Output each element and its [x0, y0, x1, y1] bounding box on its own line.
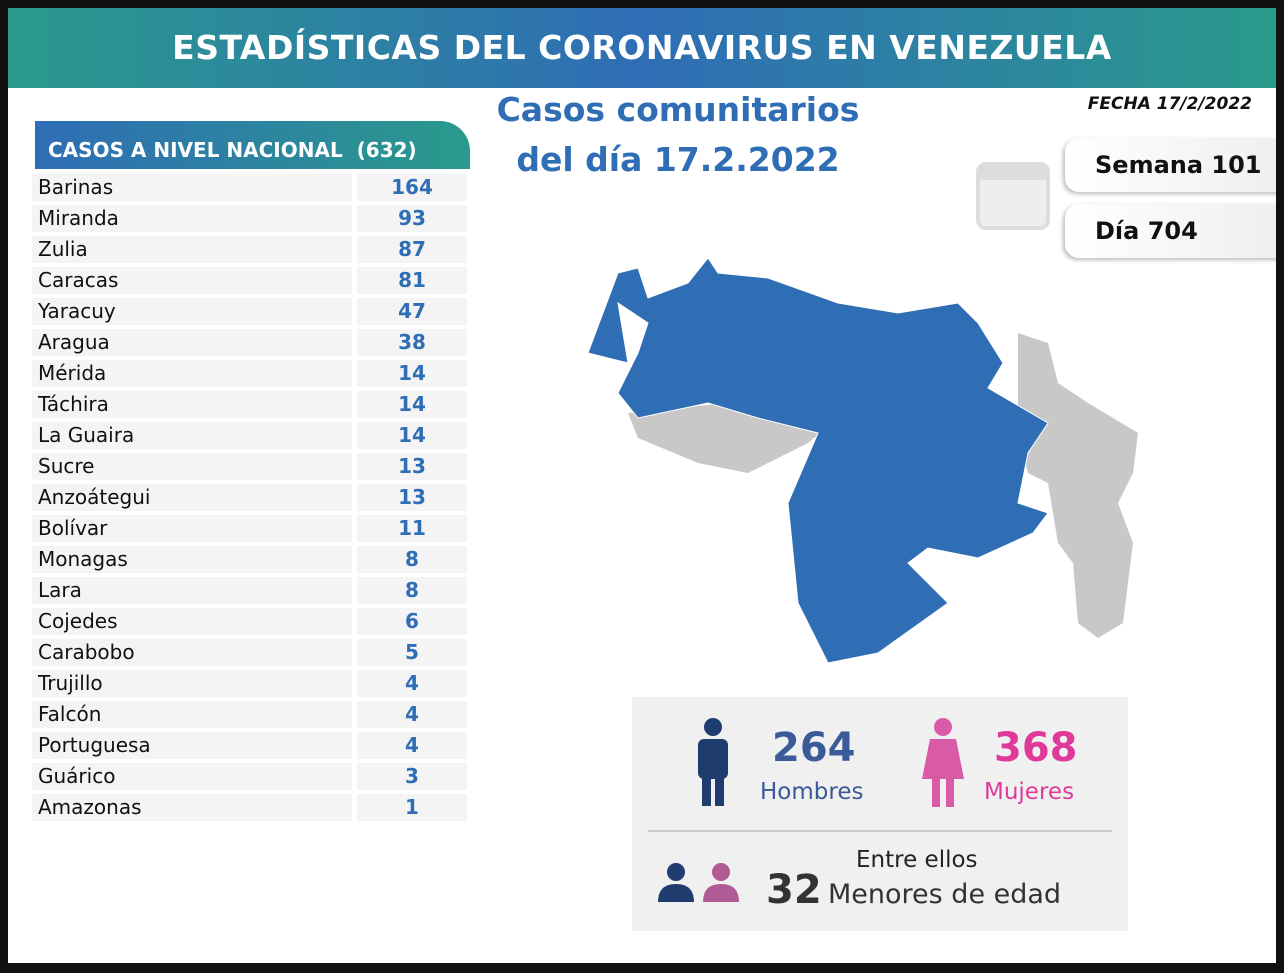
state-name: Yaracuy [32, 298, 352, 325]
table-row: Yaracuy 47 [32, 296, 472, 327]
table-row: Guárico 3 [32, 761, 472, 792]
state-name: Táchira [32, 391, 352, 418]
date: FECHA 17/2/2022 [1087, 94, 1252, 114]
state-name: Portuguesa [32, 732, 352, 759]
state-name: La Guaira [32, 422, 352, 449]
minors-value: 32 [766, 867, 822, 913]
divider [648, 830, 1112, 832]
state-cases: 93 [357, 205, 467, 232]
minors-label: Menores de edad [828, 879, 1062, 910]
panel: 264 Hombres 368 Mujeres Entre ellos 32 M… [632, 697, 1128, 931]
state-name: Cojedes [32, 608, 352, 635]
table-row: Zulia 87 [32, 234, 472, 265]
state-name: Mérida [32, 360, 352, 387]
women-value: 368 [994, 725, 1078, 771]
state-name: Zulia [32, 236, 352, 263]
state-name: Amazonas [32, 794, 352, 821]
table-row: Amazonas 1 [32, 792, 472, 823]
men-value: 264 [772, 725, 856, 771]
woman-icon [922, 718, 964, 807]
minors-intro: Entre ellos [856, 847, 978, 873]
week: Semana 101 [1065, 138, 1276, 192]
state-cases: 11 [357, 515, 467, 542]
state-cases: 14 [357, 360, 467, 387]
map [587, 257, 1138, 664]
state-cases: 13 [357, 453, 467, 480]
state-name: Carabobo [32, 639, 352, 666]
state-cases: 13 [357, 484, 467, 511]
state-name: Barinas [32, 174, 352, 201]
women-label: Mujeres [984, 779, 1075, 805]
table-title: CASOS A NIVEL NACIONAL [48, 138, 343, 162]
man-icon [698, 718, 728, 806]
state-cases: 3 [357, 763, 467, 790]
state-cases: 8 [357, 577, 467, 604]
table-row: Sucre 13 [32, 451, 472, 482]
state-cases: 38 [357, 329, 467, 356]
minors-icon [658, 863, 739, 902]
state-cases: 4 [357, 701, 467, 728]
subtitle: Casos comunitarios [496, 90, 860, 129]
table-row: Falcón 4 [32, 699, 472, 730]
table-row: Trujillo 4 [32, 668, 472, 699]
table-row: Caracas 81 [32, 265, 472, 296]
subtitle: del día 17.2.2022 [516, 140, 840, 179]
state-cases: 14 [357, 422, 467, 449]
calendar-icon [976, 162, 1050, 230]
state-name: Trujillo [32, 670, 352, 697]
table-header: CASOS A NIVEL NACIONAL (632) [35, 121, 470, 169]
state-name: Falcón [32, 701, 352, 728]
state-name: Caracas [32, 267, 352, 294]
table-row: Miranda 93 [32, 203, 472, 234]
state-cases: 5 [357, 639, 467, 666]
table-row: Lara 8 [32, 575, 472, 606]
state-name: Anzoátegui [32, 484, 352, 511]
title: ESTADÍSTICAS DEL CORONAVIRUS EN VENEZUEL… [172, 28, 1112, 67]
state-cases: 164 [357, 174, 467, 201]
state-name: Monagas [32, 546, 352, 573]
state-name: Aragua [32, 329, 352, 356]
state-name: Sucre [32, 453, 352, 480]
state-cases: 8 [357, 546, 467, 573]
banner: ESTADÍSTICAS DEL CORONAVIRUS EN VENEZUEL… [8, 8, 1276, 88]
state-name: Guárico [32, 763, 352, 790]
state-name: Lara [32, 577, 352, 604]
table-row: Anzoátegui 13 [32, 482, 472, 513]
state-cases: 4 [357, 732, 467, 759]
state-cases: 87 [357, 236, 467, 263]
table-row: Bolívar 11 [32, 513, 472, 544]
table-row: Monagas 8 [32, 544, 472, 575]
table-total: (632) [356, 138, 417, 162]
table-row: Portuguesa 4 [32, 730, 472, 761]
page: ESTADÍSTICAS DEL CORONAVIRUS EN VENEZUEL… [8, 8, 1276, 963]
table-row: Cojedes 6 [32, 606, 472, 637]
state-cases: 14 [357, 391, 467, 418]
table: Barinas 164 Miranda 93 Zulia 87 Caracas 81 Yarac… [32, 172, 472, 823]
state-cases: 1 [357, 794, 467, 821]
state-name: Bolívar [32, 515, 352, 542]
state-cases: 6 [357, 608, 467, 635]
day: Día 704 [1065, 204, 1276, 258]
table-row: Aragua 38 [32, 327, 472, 358]
table-row: Barinas 164 [32, 172, 472, 203]
table-row: Carabobo 5 [32, 637, 472, 668]
table-row: La Guaira 14 [32, 420, 472, 451]
state-name: Miranda [32, 205, 352, 232]
table-row: Táchira 14 [32, 389, 472, 420]
state-cases: 4 [357, 670, 467, 697]
state-cases: 81 [357, 267, 467, 294]
table-row: Mérida 14 [32, 358, 472, 389]
men-label: Hombres [760, 779, 864, 805]
state-cases: 47 [357, 298, 467, 325]
